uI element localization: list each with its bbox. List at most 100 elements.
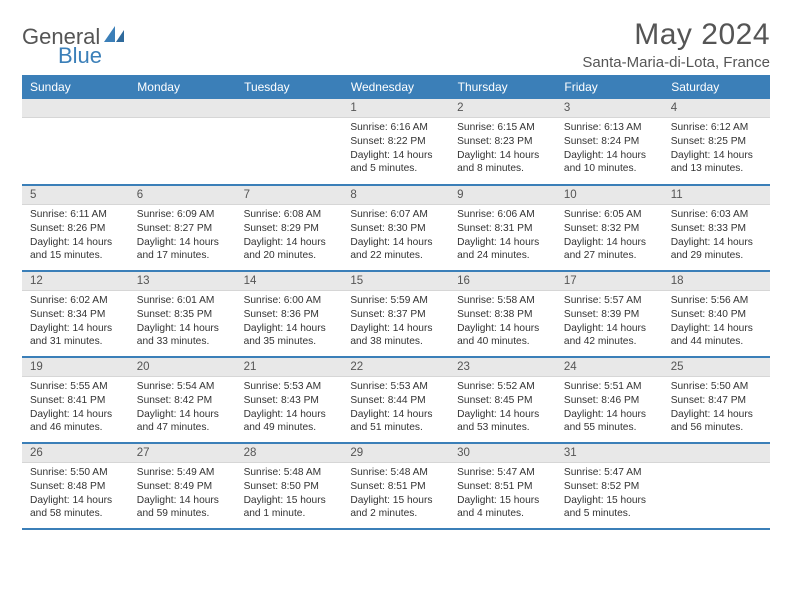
calendar-cell: 18Sunrise: 5:56 AMSunset: 8:40 PMDayligh…	[663, 271, 770, 357]
day-details: Sunrise: 5:48 AMSunset: 8:51 PMDaylight:…	[342, 463, 449, 525]
day-details: Sunrise: 6:02 AMSunset: 8:34 PMDaylight:…	[22, 291, 129, 353]
day-number: 4	[663, 99, 770, 118]
day-details: Sunrise: 6:01 AMSunset: 8:35 PMDaylight:…	[129, 291, 236, 353]
day-header: Tuesday	[236, 75, 343, 99]
calendar-table: SundayMondayTuesdayWednesdayThursdayFrid…	[22, 75, 770, 530]
day-details: Sunrise: 6:13 AMSunset: 8:24 PMDaylight:…	[556, 118, 663, 180]
day-number: 5	[22, 186, 129, 205]
day-number: 11	[663, 186, 770, 205]
calendar-cell: 24Sunrise: 5:51 AMSunset: 8:46 PMDayligh…	[556, 357, 663, 443]
day-details: Sunrise: 6:07 AMSunset: 8:30 PMDaylight:…	[342, 205, 449, 267]
logo-sail-icon	[104, 26, 126, 49]
calendar-cell	[22, 99, 129, 185]
calendar-cell: 22Sunrise: 5:53 AMSunset: 8:44 PMDayligh…	[342, 357, 449, 443]
day-number: 10	[556, 186, 663, 205]
day-number	[236, 99, 343, 118]
day-details: Sunrise: 5:54 AMSunset: 8:42 PMDaylight:…	[129, 377, 236, 439]
calendar-week: 1Sunrise: 6:16 AMSunset: 8:22 PMDaylight…	[22, 99, 770, 185]
day-number: 12	[22, 272, 129, 291]
day-details: Sunrise: 6:08 AMSunset: 8:29 PMDaylight:…	[236, 205, 343, 267]
calendar-week: 12Sunrise: 6:02 AMSunset: 8:34 PMDayligh…	[22, 271, 770, 357]
calendar-cell: 6Sunrise: 6:09 AMSunset: 8:27 PMDaylight…	[129, 185, 236, 271]
day-header: Sunday	[22, 75, 129, 99]
day-number: 20	[129, 358, 236, 377]
day-number: 24	[556, 358, 663, 377]
calendar-cell: 14Sunrise: 6:00 AMSunset: 8:36 PMDayligh…	[236, 271, 343, 357]
day-details: Sunrise: 5:57 AMSunset: 8:39 PMDaylight:…	[556, 291, 663, 353]
title-block: May 2024 Santa-Maria-di-Lota, France	[582, 18, 770, 71]
day-details: Sunrise: 6:12 AMSunset: 8:25 PMDaylight:…	[663, 118, 770, 180]
day-details: Sunrise: 6:05 AMSunset: 8:32 PMDaylight:…	[556, 205, 663, 267]
calendar-cell: 12Sunrise: 6:02 AMSunset: 8:34 PMDayligh…	[22, 271, 129, 357]
calendar-cell: 5Sunrise: 6:11 AMSunset: 8:26 PMDaylight…	[22, 185, 129, 271]
calendar-week: 26Sunrise: 5:50 AMSunset: 8:48 PMDayligh…	[22, 443, 770, 529]
day-details: Sunrise: 5:51 AMSunset: 8:46 PMDaylight:…	[556, 377, 663, 439]
day-number: 19	[22, 358, 129, 377]
day-header: Wednesday	[342, 75, 449, 99]
calendar-week: 5Sunrise: 6:11 AMSunset: 8:26 PMDaylight…	[22, 185, 770, 271]
day-number: 2	[449, 99, 556, 118]
calendar-cell: 10Sunrise: 6:05 AMSunset: 8:32 PMDayligh…	[556, 185, 663, 271]
calendar-header-row: SundayMondayTuesdayWednesdayThursdayFrid…	[22, 75, 770, 99]
calendar-cell: 1Sunrise: 6:16 AMSunset: 8:22 PMDaylight…	[342, 99, 449, 185]
day-number: 17	[556, 272, 663, 291]
day-number: 21	[236, 358, 343, 377]
calendar-cell: 11Sunrise: 6:03 AMSunset: 8:33 PMDayligh…	[663, 185, 770, 271]
day-header: Monday	[129, 75, 236, 99]
calendar-cell: 20Sunrise: 5:54 AMSunset: 8:42 PMDayligh…	[129, 357, 236, 443]
calendar-cell: 25Sunrise: 5:50 AMSunset: 8:47 PMDayligh…	[663, 357, 770, 443]
month-title: May 2024	[582, 18, 770, 52]
location: Santa-Maria-di-Lota, France	[582, 54, 770, 71]
day-number: 14	[236, 272, 343, 291]
day-number: 27	[129, 444, 236, 463]
day-number: 22	[342, 358, 449, 377]
calendar-cell: 2Sunrise: 6:15 AMSunset: 8:23 PMDaylight…	[449, 99, 556, 185]
calendar-cell	[236, 99, 343, 185]
day-number: 16	[449, 272, 556, 291]
day-number: 25	[663, 358, 770, 377]
calendar-cell: 30Sunrise: 5:47 AMSunset: 8:51 PMDayligh…	[449, 443, 556, 529]
calendar-cell: 13Sunrise: 6:01 AMSunset: 8:35 PMDayligh…	[129, 271, 236, 357]
day-number: 30	[449, 444, 556, 463]
day-details: Sunrise: 5:48 AMSunset: 8:50 PMDaylight:…	[236, 463, 343, 525]
day-details: Sunrise: 5:55 AMSunset: 8:41 PMDaylight:…	[22, 377, 129, 439]
day-details: Sunrise: 5:52 AMSunset: 8:45 PMDaylight:…	[449, 377, 556, 439]
calendar-cell	[663, 443, 770, 529]
day-header: Saturday	[663, 75, 770, 99]
day-number: 1	[342, 99, 449, 118]
day-number: 6	[129, 186, 236, 205]
day-details: Sunrise: 5:56 AMSunset: 8:40 PMDaylight:…	[663, 291, 770, 353]
day-number: 15	[342, 272, 449, 291]
day-number: 3	[556, 99, 663, 118]
day-number: 29	[342, 444, 449, 463]
calendar-cell: 9Sunrise: 6:06 AMSunset: 8:31 PMDaylight…	[449, 185, 556, 271]
day-details: Sunrise: 5:53 AMSunset: 8:43 PMDaylight:…	[236, 377, 343, 439]
day-details: Sunrise: 6:03 AMSunset: 8:33 PMDaylight:…	[663, 205, 770, 267]
day-number: 26	[22, 444, 129, 463]
calendar-cell: 27Sunrise: 5:49 AMSunset: 8:49 PMDayligh…	[129, 443, 236, 529]
calendar-cell: 29Sunrise: 5:48 AMSunset: 8:51 PMDayligh…	[342, 443, 449, 529]
logo-text-2: Blue	[58, 43, 102, 69]
calendar-cell: 15Sunrise: 5:59 AMSunset: 8:37 PMDayligh…	[342, 271, 449, 357]
calendar-cell: 7Sunrise: 6:08 AMSunset: 8:29 PMDaylight…	[236, 185, 343, 271]
day-details: Sunrise: 6:11 AMSunset: 8:26 PMDaylight:…	[22, 205, 129, 267]
day-header: Friday	[556, 75, 663, 99]
day-details: Sunrise: 6:06 AMSunset: 8:31 PMDaylight:…	[449, 205, 556, 267]
day-details: Sunrise: 6:00 AMSunset: 8:36 PMDaylight:…	[236, 291, 343, 353]
day-details: Sunrise: 6:15 AMSunset: 8:23 PMDaylight:…	[449, 118, 556, 180]
day-number: 8	[342, 186, 449, 205]
day-number	[129, 99, 236, 118]
calendar-cell: 28Sunrise: 5:48 AMSunset: 8:50 PMDayligh…	[236, 443, 343, 529]
day-details: Sunrise: 5:58 AMSunset: 8:38 PMDaylight:…	[449, 291, 556, 353]
day-details: Sunrise: 5:49 AMSunset: 8:49 PMDaylight:…	[129, 463, 236, 525]
calendar-cell: 31Sunrise: 5:47 AMSunset: 8:52 PMDayligh…	[556, 443, 663, 529]
calendar-cell: 19Sunrise: 5:55 AMSunset: 8:41 PMDayligh…	[22, 357, 129, 443]
day-number: 9	[449, 186, 556, 205]
calendar-body: 1Sunrise: 6:16 AMSunset: 8:22 PMDaylight…	[22, 99, 770, 529]
day-details: Sunrise: 5:50 AMSunset: 8:47 PMDaylight:…	[663, 377, 770, 439]
calendar-cell: 17Sunrise: 5:57 AMSunset: 8:39 PMDayligh…	[556, 271, 663, 357]
day-details: Sunrise: 5:47 AMSunset: 8:52 PMDaylight:…	[556, 463, 663, 525]
day-details: Sunrise: 5:47 AMSunset: 8:51 PMDaylight:…	[449, 463, 556, 525]
day-number: 7	[236, 186, 343, 205]
calendar-cell: 4Sunrise: 6:12 AMSunset: 8:25 PMDaylight…	[663, 99, 770, 185]
